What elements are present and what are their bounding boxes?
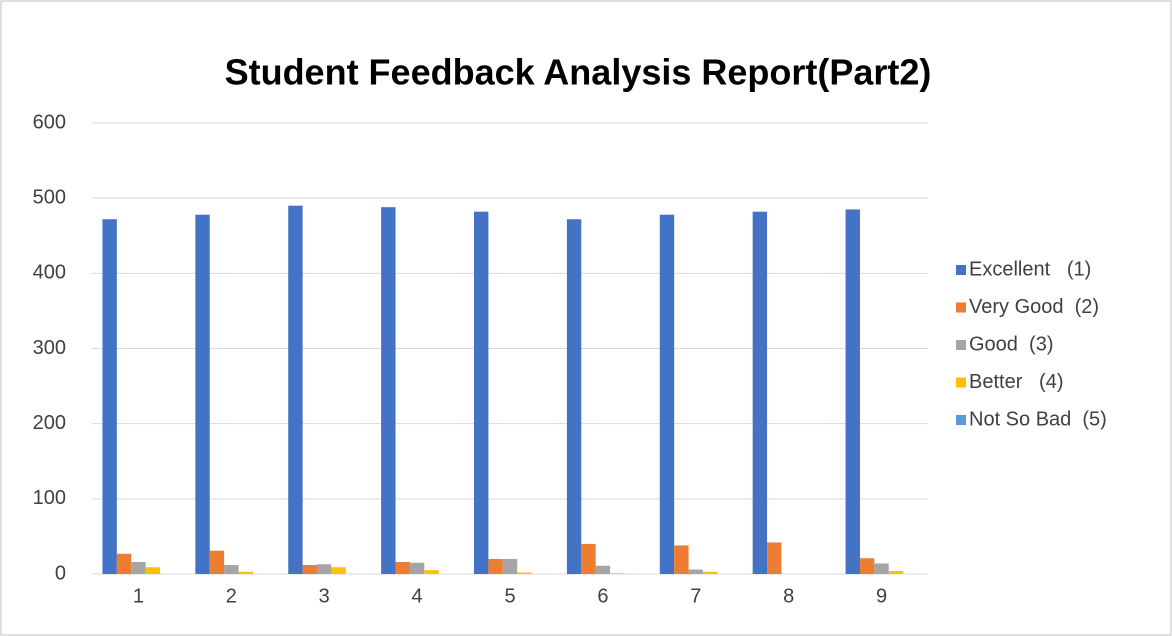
x-tick-label: 1 — [133, 585, 144, 607]
legend-label: Not So Bad (5) — [969, 408, 1107, 430]
bar — [888, 570, 904, 574]
legend-swatch — [956, 340, 966, 350]
bar — [238, 571, 253, 574]
legend-swatch — [956, 415, 966, 425]
bar — [659, 214, 675, 574]
bar — [102, 219, 117, 575]
bar — [288, 205, 303, 574]
x-tick-label: 9 — [876, 585, 887, 607]
bar — [688, 569, 703, 574]
bar — [474, 211, 489, 575]
bar — [595, 565, 611, 574]
bar — [317, 564, 332, 574]
bar — [331, 567, 346, 574]
bar — [409, 562, 425, 574]
bar — [195, 214, 210, 574]
y-tick-label: 500 — [33, 186, 66, 208]
y-tick-label: 400 — [33, 262, 66, 284]
bar — [131, 561, 146, 574]
bar — [874, 563, 889, 574]
x-tick-label: 5 — [504, 585, 515, 607]
y-tick-label: 300 — [33, 337, 66, 359]
x-tick-label: 8 — [783, 585, 794, 607]
bar — [424, 570, 439, 574]
bar — [116, 553, 132, 574]
bar — [381, 207, 396, 575]
x-tick-label: 4 — [412, 585, 423, 607]
bar — [581, 543, 596, 574]
bar — [674, 545, 689, 574]
x-tick-label: 7 — [690, 585, 701, 607]
legend-swatch — [956, 265, 966, 275]
bar — [302, 564, 318, 574]
bar — [767, 542, 782, 574]
legend-label: Better (4) — [969, 371, 1063, 393]
x-tick-label: 2 — [226, 585, 237, 607]
y-tick-label: 100 — [33, 487, 66, 509]
y-tick-label: 600 — [33, 111, 66, 133]
bar — [859, 558, 875, 574]
legend-label: Excellent (1) — [969, 258, 1091, 280]
bar — [610, 573, 625, 574]
bar — [845, 209, 860, 575]
x-tick-label: 3 — [319, 585, 330, 607]
bar — [752, 211, 768, 575]
bar — [395, 561, 410, 574]
bar — [566, 219, 582, 575]
chart-title: Student Feedback Analysis Report(Part2) — [225, 52, 932, 93]
x-tick-label: 6 — [597, 585, 608, 607]
bar — [517, 572, 532, 574]
legend-label: Very Good (2) — [969, 296, 1099, 318]
bar — [488, 558, 503, 574]
bar — [702, 571, 718, 574]
legend-swatch — [956, 377, 966, 388]
bar — [224, 564, 239, 574]
legend-swatch — [956, 302, 966, 313]
y-tick-label: 200 — [33, 412, 66, 434]
y-tick-label: 0 — [55, 562, 66, 584]
bar — [145, 567, 161, 574]
bar — [209, 550, 225, 574]
legend-label: Good (3) — [969, 333, 1053, 355]
bar — [502, 558, 518, 574]
